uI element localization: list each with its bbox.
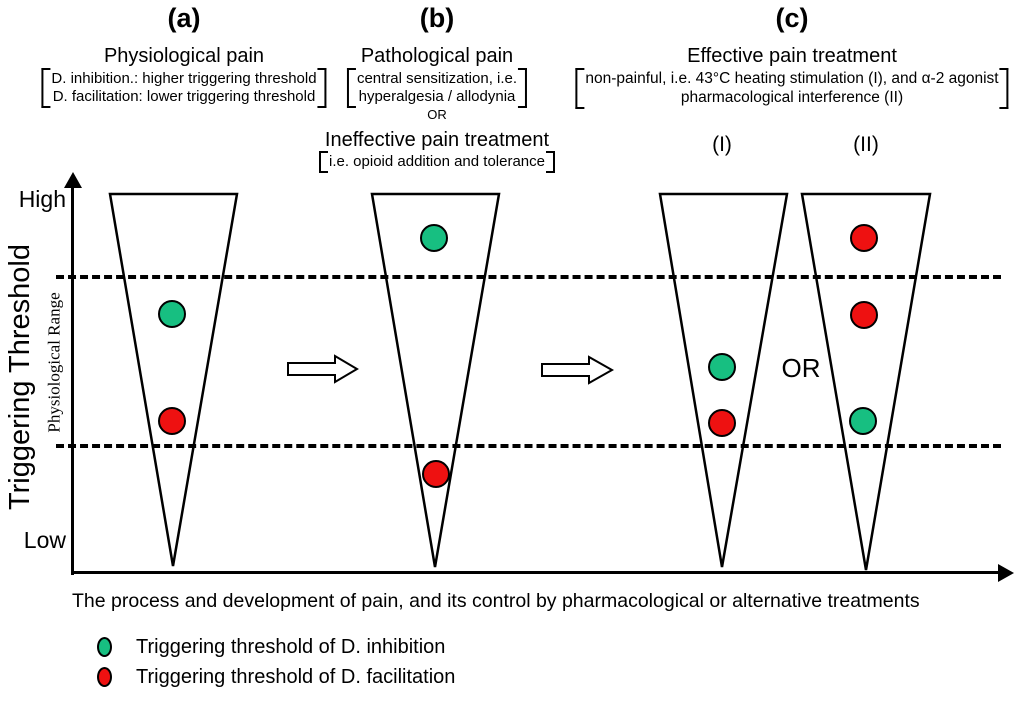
legend-inhibition-label: Triggering threshold of D. inhibition — [136, 636, 446, 658]
funnel-b — [370, 192, 501, 568]
panel-a-label: (a) — [167, 3, 201, 33]
panel-b-or-label: OR — [427, 107, 447, 122]
legend-inhibition-marker-icon — [97, 637, 112, 657]
funnel-c2 — [800, 192, 932, 571]
dot-a-inhibition — [158, 300, 186, 328]
dot-b-facilitation — [422, 460, 450, 488]
x-axis-line — [71, 571, 1003, 574]
panel-b-bracket-2: i.e. opioid addition and tolerance — [319, 151, 555, 173]
arrow-a-to-b-icon — [287, 354, 359, 384]
panel-c-sub-label-ii: (II) — [853, 133, 879, 156]
y-axis-arrowhead-icon — [64, 172, 82, 188]
panel-c-or-label: OR — [781, 353, 821, 383]
panel-b-bracket-line-2: hyperalgesia / allodynia — [358, 88, 516, 105]
panel-c-bracket-line-1: non-painful, i.e. 43°C heating stimulati… — [585, 70, 999, 87]
upper-dashed-line — [56, 275, 1001, 279]
funnel-c1 — [658, 192, 789, 568]
panel-a-bracket-line-1: D. inhibition.: higher triggering thresh… — [51, 70, 317, 87]
panel-c-bracket: non-painful, i.e. 43°C heating stimulati… — [575, 68, 1009, 109]
panel-c-sub-label-i: (I) — [712, 133, 732, 156]
legend-facilitation-marker-icon — [97, 667, 112, 687]
dot-a-facilitation — [158, 407, 186, 435]
dot-c1-inhibition — [708, 353, 736, 381]
lower-dashed-line — [56, 444, 1001, 448]
panel-b-bracket-line-1: central sensitization, i.e. — [356, 70, 518, 87]
panel-b-title: Pathological pain — [360, 45, 514, 67]
x-axis-caption: The process and development of pain, and… — [72, 590, 920, 612]
panel-b-bracket: central sensitization, i.e. hyperalgesia… — [346, 68, 528, 108]
dot-c1-facilitation — [708, 409, 736, 437]
panel-a-bracket-line-2: D. facilitation: lower triggering thresh… — [52, 88, 316, 105]
panel-a-bracket: D. inhibition.: higher triggering thresh… — [41, 68, 327, 108]
panel-b-title-2: Ineffective pain treatment — [324, 129, 550, 151]
panel-c-title: Effective pain treatment — [687, 45, 897, 67]
y-axis-line — [71, 184, 74, 575]
y-axis-high-label: High — [18, 186, 66, 212]
funnel-a — [108, 192, 239, 567]
arrow-b-to-c-icon — [541, 355, 615, 385]
dot-c2-facilitation-mid — [850, 301, 878, 329]
panel-c-bracket-line-2: pharmacological interference (II) — [680, 88, 904, 106]
panel-c-label: (c) — [775, 3, 809, 33]
y-axis-low-label: Low — [23, 527, 66, 553]
x-axis-arrowhead-icon — [998, 564, 1014, 582]
panel-b-label: (b) — [419, 3, 455, 33]
dot-c2-facilitation-high — [850, 224, 878, 252]
legend-facilitation-label: Triggering threshold of D. facilitation — [136, 666, 456, 688]
dot-b-inhibition — [420, 224, 448, 252]
dot-c2-inhibition — [849, 407, 877, 435]
panel-a-title: Physiological pain — [103, 45, 265, 67]
panel-b-bracket-2-line-1: i.e. opioid addition and tolerance — [329, 153, 545, 170]
